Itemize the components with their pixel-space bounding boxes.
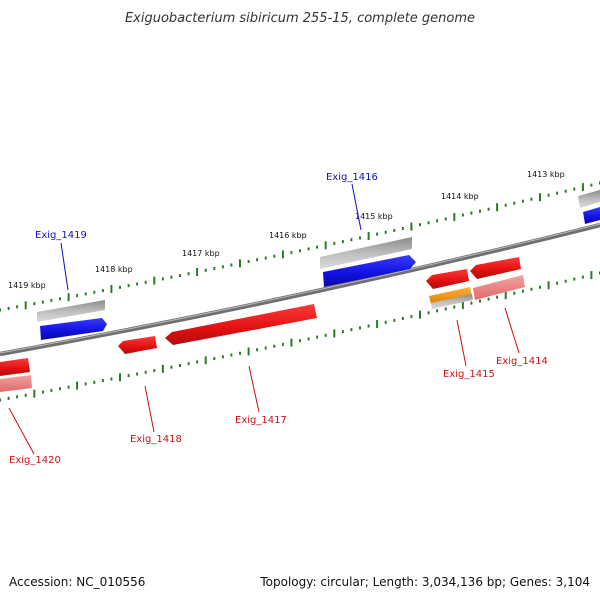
gene-label-exig-1416[interactable]: Exig_1416 [326, 172, 378, 183]
gene-label-exig-1420[interactable]: Exig_1420 [9, 455, 61, 466]
gene-partial-forward-arrow [583, 207, 600, 224]
kbp-label-1416: 1416 kbp [269, 231, 307, 240]
gene-label-exig-1417[interactable]: Exig_1417 [235, 415, 287, 426]
gene-exig-1414-arrow[interactable] [470, 257, 521, 279]
gene-exig-1417-group[interactable] [165, 304, 317, 345]
gene-exig-1416-pseudo-bar [320, 237, 412, 269]
leader-exig-1417 [248, 365, 260, 413]
leader-exig-1418 [144, 385, 155, 433]
gene-exig-1416-group[interactable] [320, 237, 416, 287]
kbp-label-1419: 1419 kbp [8, 281, 46, 290]
genome-title: Exiguobacterium sibiricum 255-15, comple… [125, 11, 475, 26]
gene-label-exig-1418[interactable]: Exig_1418 [130, 434, 182, 445]
gene-exig-1419-arrow[interactable] [40, 318, 107, 340]
gene-exig-1419-pseudo-bar [37, 300, 105, 322]
kbp-label-1418: 1418 kbp [95, 265, 133, 274]
leader-exig-1416 [351, 183, 362, 231]
inner-tick-track [0, 271, 600, 402]
leader-exig-1414 [504, 307, 520, 354]
gene-exig-1419-group[interactable] [37, 300, 107, 340]
accession-text: Accession: NC_010556 [9, 575, 145, 589]
kbp-label-1413: 1413 kbp [527, 170, 565, 179]
gene-exig-1415-arrow[interactable] [426, 269, 469, 289]
gene-exig-1414-group[interactable] [470, 257, 525, 300]
gene-exig-1415-pseudo-bar [431, 294, 473, 309]
leader-exig-1419 [60, 242, 69, 291]
leader-exig-1415 [456, 319, 467, 367]
kbp-label-1414: 1414 kbp [441, 192, 479, 201]
gene-exig-1416-arrow[interactable] [323, 255, 416, 287]
gene-label-exig-1419[interactable]: Exig_1419 [35, 230, 87, 241]
genome-summary-text: Topology: circular; Length: 3,034,136 bp… [259, 575, 590, 589]
genome-backbone-highlight [0, 223, 600, 354]
kbp-label-1417: 1417 kbp [182, 249, 220, 258]
gene-label-exig-1414[interactable]: Exig_1414 [496, 356, 548, 367]
gene-exig-1420-arrow[interactable] [0, 358, 30, 376]
gene-exig-1415-orange-bar [429, 287, 472, 304]
gene-label-exig-1415[interactable]: Exig_1415 [443, 369, 495, 380]
gene-exig-1420-pale-bar [0, 375, 32, 392]
genome-backbone [0, 222, 600, 357]
outer-tick-track [0, 181, 600, 312]
gene-exig-1420-group[interactable] [0, 358, 32, 392]
kbp-label-1415: 1415 kbp [355, 212, 393, 221]
gene-exig-1414-pale-bar [473, 275, 525, 300]
gene-exig-1417-arrow[interactable] [165, 304, 317, 345]
gene-partial-pseudo-bar [578, 190, 600, 208]
gene-exig-1418-arrow[interactable] [118, 336, 157, 354]
gene-exig-1418-group[interactable] [118, 336, 157, 354]
gene-exig-1415-group[interactable] [426, 269, 473, 309]
gene-exig-1413-partial-group [578, 190, 600, 224]
leader-exig-1420 [8, 407, 35, 455]
